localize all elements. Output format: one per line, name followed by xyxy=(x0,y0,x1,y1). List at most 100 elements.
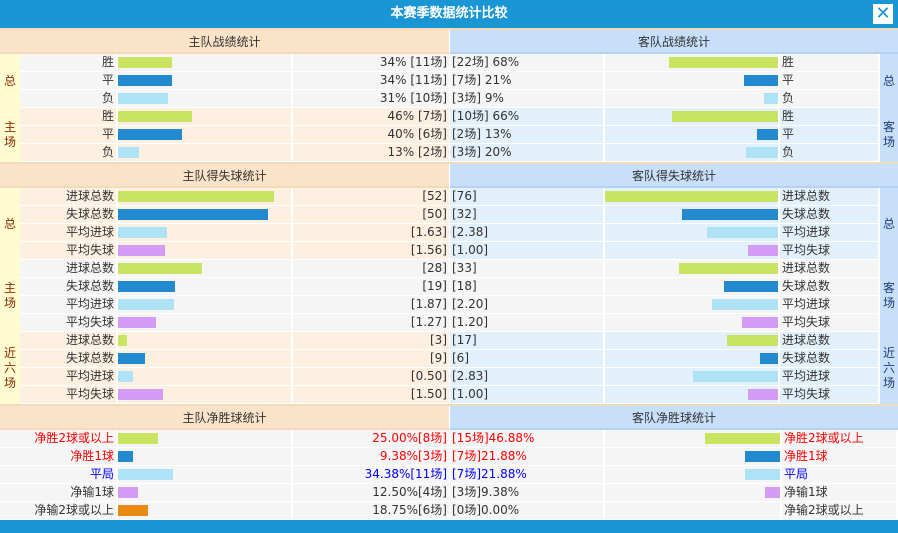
group-label: 主场 xyxy=(0,260,20,332)
stat-value: [9] xyxy=(430,351,447,365)
stat-name: 负 xyxy=(20,90,118,107)
stat-row: 负 31% [10场] xyxy=(20,90,449,108)
stat-row: [15场]46.88% 净胜2球或以上 xyxy=(450,430,898,448)
stat-bar xyxy=(118,281,175,292)
stat-value: [0.50] xyxy=(410,369,447,383)
stat-value: [1.00] xyxy=(450,242,605,259)
bar-cell xyxy=(605,332,780,349)
section-header: 客队净胜球统计 xyxy=(450,406,898,430)
stat-name: 胜 xyxy=(20,54,118,71)
stat-name: 净胜2球或以上 xyxy=(0,430,118,447)
away-record-panel: 客队战绩统计 [22场] 68% 胜 [7场] 21% 平 [3场] 9% 负总 [10场] … xyxy=(450,30,898,162)
stat-name: 平 xyxy=(20,126,118,143)
stat-bar xyxy=(727,335,778,346)
stat-row: 净胜1球 9.38%[3场] xyxy=(0,448,449,466)
stat-group: 总胜 34% [11场] 平 34% [11场] 负 31% [10场] xyxy=(0,54,449,108)
away-goals-panel: 客队得失球统计 [76] 进球总数 [32] 失球总数 [2.38] 平均进球 [1.00] 平… xyxy=(450,164,898,404)
stat-name: 净输2球或以上 xyxy=(0,502,118,519)
stat-name: 进球总数 xyxy=(20,188,118,205)
stat-name: 失球总数 xyxy=(20,350,118,367)
stat-name: 失球总数 xyxy=(20,278,118,295)
stat-name: 进球总数 xyxy=(780,332,880,349)
stat-value: 40% [6场] xyxy=(387,127,448,141)
close-icon[interactable]: ✕ xyxy=(873,4,893,24)
stat-value: [3] xyxy=(430,333,447,347)
bar-cell xyxy=(118,144,293,161)
stat-value: [2.83] xyxy=(450,368,605,385)
stat-bar xyxy=(764,93,778,104)
stat-bar xyxy=(748,245,778,256)
section-header: 主队得失球统计 xyxy=(0,164,449,188)
bar-cell xyxy=(605,314,780,331)
stat-bar xyxy=(693,371,778,382)
stat-value: [1.50] xyxy=(410,387,447,401)
stat-bar xyxy=(748,389,778,400)
bar-cell xyxy=(118,54,293,71)
stat-group: [10场] 66% 胜 [2场] 13% 平 [3场] 20% 负客场 xyxy=(450,108,898,162)
stat-row: [7场]21.88% 平局 xyxy=(450,466,898,484)
group-rows: [22场] 68% 胜 [7场] 21% 平 [3场] 9% 负 xyxy=(450,54,880,108)
bar-cell xyxy=(605,72,780,89)
stat-name: 平 xyxy=(780,126,880,143)
stat-row: 失球总数 [19] xyxy=(20,278,449,296)
stat-name: 净输1球 xyxy=(0,484,118,501)
stat-name: 进球总数 xyxy=(780,260,880,277)
bar-cell xyxy=(605,484,782,501)
stat-bar xyxy=(118,389,163,400)
stat-name: 胜 xyxy=(20,108,118,125)
group-label: 总 xyxy=(880,188,898,260)
stat-name: 净胜1球 xyxy=(782,448,898,465)
group-rows: 胜 34% [11场] 平 34% [11场] 负 31% [10场] xyxy=(20,54,449,108)
stat-value: [1.00] xyxy=(450,386,605,403)
stat-row: 进球总数 [52] xyxy=(20,188,449,206)
stat-bar xyxy=(118,191,274,202)
bar-cell xyxy=(118,296,293,313)
stat-value: [0场]0.00% xyxy=(450,502,605,519)
stat-row: 平均失球 [1.27] xyxy=(20,314,449,332)
stat-row: [1.00] 平均失球 xyxy=(450,386,880,404)
stat-row: 平均进球 [1.63] xyxy=(20,224,449,242)
stat-bar xyxy=(118,57,172,68)
stat-row: [76] 进球总数 xyxy=(450,188,880,206)
stat-name: 进球总数 xyxy=(20,260,118,277)
bar-cell xyxy=(605,466,782,483)
bar-cell xyxy=(118,430,293,447)
bar-cell xyxy=(605,430,782,447)
stat-bar xyxy=(118,245,165,256)
stat-bar xyxy=(118,317,156,328)
home-record-panel: 主队战绩统计总胜 34% [11场] 平 34% [11场] 负 31% [10场] 主场胜… xyxy=(0,30,450,162)
stat-name: 胜 xyxy=(780,108,880,125)
stat-bar xyxy=(118,469,173,480)
stat-value: [10场] 66% xyxy=(450,108,605,125)
stat-group: 主场胜 46% [7场] 平 40% [6场] 负 13% [2场] xyxy=(0,108,449,162)
stat-row: [2场] 13% 平 xyxy=(450,126,880,144)
stat-value: [15场]46.88% xyxy=(450,430,605,447)
bar-cell xyxy=(118,72,293,89)
stat-row: 胜 34% [11场] xyxy=(20,54,449,72)
stat-name: 平均失球 xyxy=(20,242,118,259)
stat-row: [10场] 66% 胜 xyxy=(450,108,880,126)
bar-cell xyxy=(118,448,293,465)
stat-value: [2.20] xyxy=(450,296,605,313)
stat-name: 失球总数 xyxy=(20,206,118,223)
stat-bar xyxy=(118,487,138,498)
stat-name: 平均进球 xyxy=(780,296,880,313)
stat-name: 平均进球 xyxy=(20,368,118,385)
stat-row: 平均进球 [0.50] xyxy=(20,368,449,386)
bar-cell xyxy=(118,278,293,295)
stat-bar xyxy=(724,281,778,292)
bar-cell xyxy=(118,90,293,107)
stat-bar xyxy=(118,263,202,274)
stat-bar xyxy=(118,505,148,516)
group-rows: 胜 46% [7场] 平 40% [6场] 负 13% [2场] xyxy=(20,108,449,162)
stat-bar xyxy=(118,451,133,462)
stat-name: 平均进球 xyxy=(780,368,880,385)
bar-cell xyxy=(118,332,293,349)
stat-name: 平 xyxy=(20,72,118,89)
stat-name: 平均失球 xyxy=(20,314,118,331)
stats-content: 主队战绩统计总胜 34% [11场] 平 34% [11场] 负 31% [10场] 主场胜… xyxy=(0,28,898,520)
record-section: 主队战绩统计总胜 34% [11场] 平 34% [11场] 负 31% [10场] 主场胜… xyxy=(0,28,898,162)
stat-row: 平均失球 [1.56] xyxy=(20,242,449,260)
stat-value: [33] xyxy=(450,260,605,277)
stat-value: [18] xyxy=(450,278,605,295)
